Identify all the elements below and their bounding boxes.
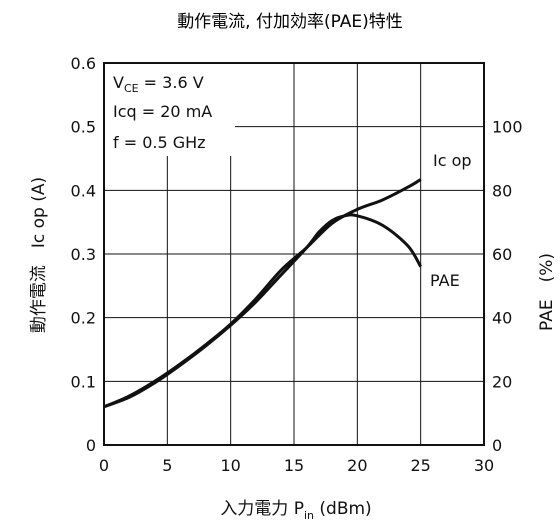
- y-left-tick-label-4: 0.4: [71, 181, 96, 200]
- y-axis-label-right: PAE (%): [537, 253, 557, 331]
- y-left-tick-label-3: 0.3: [71, 245, 96, 264]
- y-axis-label-left: 動作電流 Ic op (A): [29, 177, 49, 333]
- x-tick-label-5: 25: [410, 456, 430, 475]
- chart-title: 動作電流, 付加効率(PAE)特性: [177, 12, 403, 32]
- y-left-tick-label-1: 0.1: [71, 372, 96, 391]
- y-left-tick-label-0: 0: [86, 436, 96, 455]
- y-right-tick-label-0: 0: [492, 436, 502, 455]
- x-tick-label-1: 5: [162, 456, 172, 475]
- y-right-tick-label-4: 80: [492, 181, 512, 200]
- y-right-tick-label-2: 40: [492, 309, 512, 328]
- series-label-ic-op: Ic op: [433, 151, 472, 170]
- series-line-pae: [103, 213, 423, 409]
- x-tick-label-3: 15: [284, 456, 304, 475]
- conditions-box: VCE = 3.6 V Icq = 20 mA f = 0.5 GHz: [105, 64, 235, 156]
- condition-frequency: f = 0.5 GHz: [113, 133, 206, 152]
- series-lines: [103, 178, 423, 409]
- condition-icq: Icq = 20 mA: [113, 102, 212, 121]
- y-right-tick-label-5: 100: [492, 118, 523, 137]
- x-tick-label-6: 30: [474, 456, 494, 475]
- condition-vce: VCE = 3.6 V: [113, 73, 204, 95]
- y-left-tick-label-2: 0.2: [71, 309, 96, 328]
- conditions-box-bg: [105, 64, 235, 156]
- plot-frame: [103, 62, 485, 446]
- y-right-tick-label-3: 60: [492, 245, 512, 264]
- x-tick-label-2: 10: [220, 456, 240, 475]
- series-label-pae: PAE: [430, 271, 460, 290]
- x-tick-label-0: 0: [99, 456, 109, 475]
- y-left-tick-label-5: 0.5: [71, 118, 96, 137]
- x-tick-label-4: 20: [347, 456, 367, 475]
- y-right-tick-label-1: 20: [492, 372, 512, 391]
- axis-ticks: 0 5 10 15 20 25 3000.10.20.30.40.50.6020406080…: [71, 54, 523, 475]
- y-left-tick-label-6: 0.6: [71, 54, 96, 73]
- x-axis-label: 入力電力 Pin (dBm): [220, 499, 371, 522]
